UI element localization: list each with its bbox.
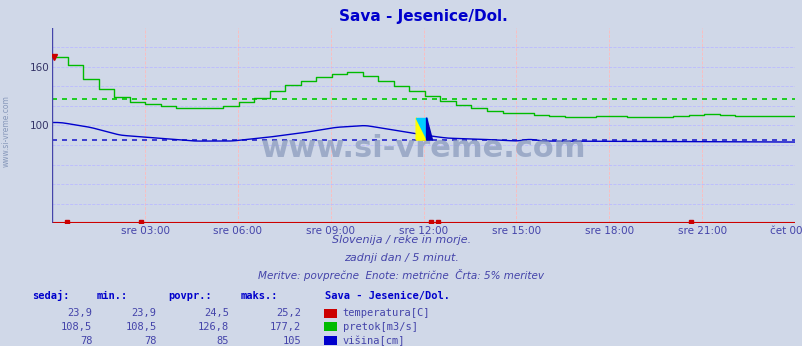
Text: 126,8: 126,8 (197, 322, 229, 332)
Text: 23,9: 23,9 (132, 308, 156, 318)
Title: Sava - Jesenice/Dol.: Sava - Jesenice/Dol. (338, 9, 508, 24)
Text: 105: 105 (282, 336, 301, 346)
Text: maks.:: maks.: (241, 291, 278, 301)
Polygon shape (415, 118, 426, 140)
Text: višina[cm]: višina[cm] (342, 336, 405, 346)
Text: www.si-vreme.com: www.si-vreme.com (261, 134, 585, 163)
Text: min.:: min.: (96, 291, 128, 301)
Text: 108,5: 108,5 (125, 322, 156, 332)
Text: 177,2: 177,2 (269, 322, 301, 332)
Text: www.si-vreme.com: www.si-vreme.com (2, 95, 11, 167)
Text: 85: 85 (216, 336, 229, 346)
Text: povpr.:: povpr.: (168, 291, 212, 301)
Text: 108,5: 108,5 (61, 322, 92, 332)
Text: Meritve: povprečne  Enote: metrične  Črta: 5% meritev: Meritve: povprečne Enote: metrične Črta:… (258, 269, 544, 281)
Text: 24,5: 24,5 (204, 308, 229, 318)
Text: pretok[m3/s]: pretok[m3/s] (342, 322, 417, 332)
Text: 78: 78 (144, 336, 156, 346)
Text: sedaj:: sedaj: (32, 290, 70, 301)
Text: Sava - Jesenice/Dol.: Sava - Jesenice/Dol. (325, 291, 450, 301)
Text: temperatura[C]: temperatura[C] (342, 308, 430, 318)
Text: 78: 78 (79, 336, 92, 346)
Polygon shape (415, 118, 426, 140)
Polygon shape (426, 118, 432, 140)
Text: Slovenija / reke in morje.: Slovenija / reke in morje. (331, 236, 471, 245)
Text: 25,2: 25,2 (276, 308, 301, 318)
Text: 23,9: 23,9 (67, 308, 92, 318)
Text: zadnji dan / 5 minut.: zadnji dan / 5 minut. (343, 253, 459, 263)
